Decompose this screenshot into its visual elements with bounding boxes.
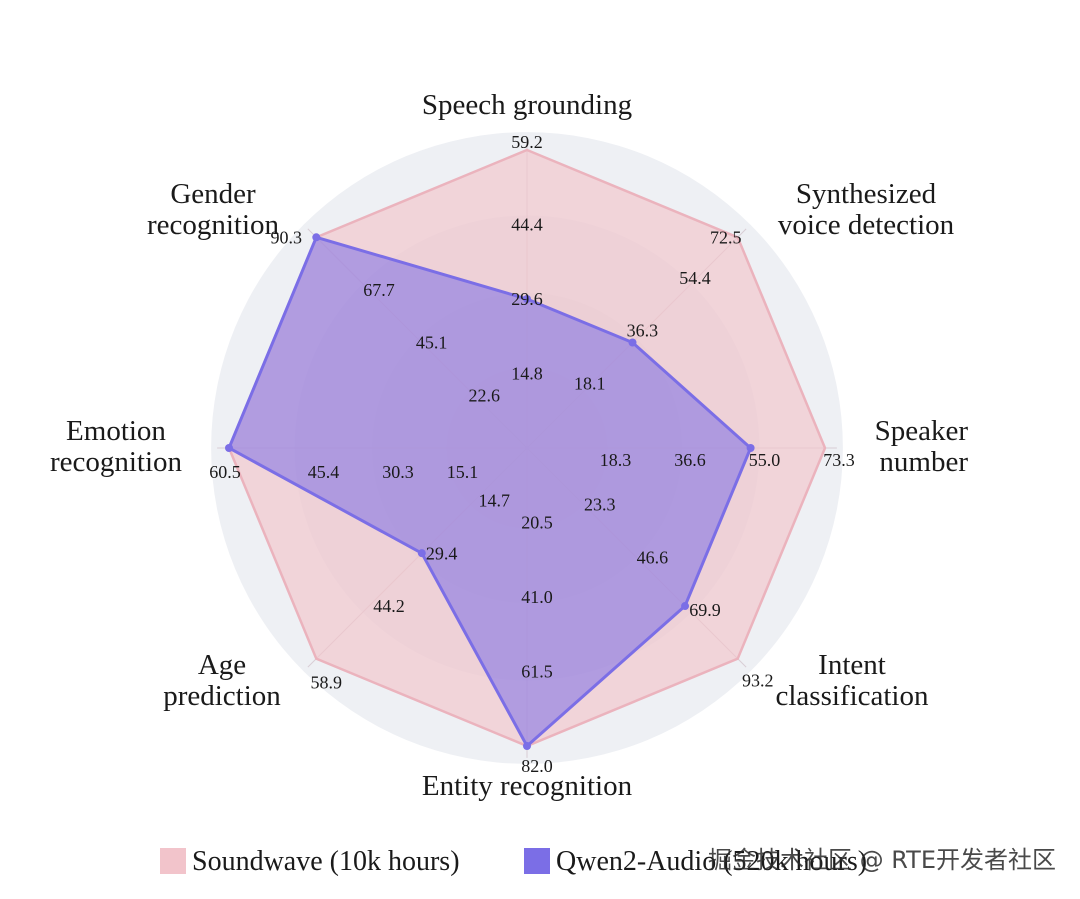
tick-label: 55.0 <box>749 450 781 470</box>
watermark: 掘金技术社区 @ RTE开发者社区 <box>708 846 1056 874</box>
tick-label: 14.8 <box>511 364 543 384</box>
tick-label: 59.2 <box>511 132 543 152</box>
tick-label: 54.4 <box>679 268 711 288</box>
tick-label: 15.1 <box>447 462 479 482</box>
axis-label: Speaker number <box>875 415 969 478</box>
tick-label: 41.0 <box>521 587 553 607</box>
tick-label: 30.3 <box>382 462 414 482</box>
tick-label: 46.6 <box>637 547 669 567</box>
axis-label: Gender recognition <box>147 178 280 241</box>
tick-label: 18.1 <box>574 373 606 393</box>
axis-label: Entity recognition <box>422 770 633 802</box>
series-areas <box>225 148 827 750</box>
axis-labels: Speech grounding Synthesized voice detecti… <box>50 89 968 802</box>
tick-label: 82.0 <box>521 756 553 776</box>
legend-label-soundwave: Soundwave (10k hours) <box>192 846 460 877</box>
legend-swatch-soundwave <box>160 848 186 874</box>
tick-label: 29.6 <box>511 289 543 309</box>
data-point-qwen2-audio <box>523 742 531 750</box>
data-point-qwen2-audio <box>312 233 321 242</box>
tick-label: 18.3 <box>600 450 632 470</box>
tick-label: 93.2 <box>742 671 774 691</box>
legend: Soundwave (10k hours) Qwen2-Audio (520k … <box>160 846 867 877</box>
legend-label-qwen2-audio: Qwen2-Audio (520k hours) <box>556 846 867 877</box>
tick-label: 72.5 <box>710 227 742 247</box>
tick-label: 61.5 <box>521 662 553 682</box>
legend-swatch-qwen2-audio <box>524 848 550 874</box>
axis-label: Emotion recognition <box>50 415 183 478</box>
tick-label: 73.3 <box>823 450 855 470</box>
data-point-qwen2-audio <box>628 338 637 347</box>
tick-label: 44.4 <box>511 215 543 235</box>
tick-label: 36.3 <box>627 321 659 341</box>
axis-label: Synthesized voice detection <box>778 178 955 241</box>
tick-label: 44.2 <box>373 596 405 616</box>
tick-label: 69.9 <box>689 600 721 620</box>
data-point-qwen2-audio <box>225 444 233 452</box>
axis-label: Age prediction <box>163 649 281 712</box>
axis-label: Intent classification <box>775 649 929 712</box>
tick-label: 22.6 <box>469 385 501 405</box>
tick-label: 20.5 <box>521 513 553 533</box>
tick-labels: 14.8 29.6 44.4 59.2 18.1 36.3 54.4 72.5 18.3 36.6… <box>209 132 855 776</box>
tick-label: 45.4 <box>308 462 340 482</box>
tick-label: 60.5 <box>209 462 241 482</box>
data-point-qwen2-audio <box>746 444 755 452</box>
tick-label: 58.9 <box>311 673 343 693</box>
data-point-qwen2-audio <box>681 602 690 611</box>
tick-label: 23.3 <box>584 495 616 515</box>
data-point-qwen2-audio <box>417 549 426 558</box>
tick-label: 45.1 <box>416 333 448 353</box>
tick-label: 90.3 <box>271 227 303 247</box>
data-point-qwen2-audio <box>523 295 531 303</box>
tick-label: 36.6 <box>674 450 706 470</box>
tick-label: 29.4 <box>426 543 458 563</box>
tick-label: 14.7 <box>479 491 511 511</box>
tick-label: 67.7 <box>363 280 395 300</box>
axis-label: Speech grounding <box>422 89 632 121</box>
